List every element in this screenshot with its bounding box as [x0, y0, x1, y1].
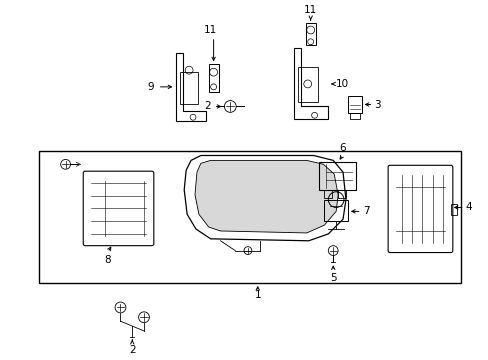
- Polygon shape: [195, 161, 337, 233]
- Text: 2: 2: [129, 345, 135, 355]
- Bar: [349, 113, 359, 119]
- Text: 8: 8: [104, 255, 111, 265]
- Text: 10: 10: [335, 79, 348, 89]
- Text: 6: 6: [339, 143, 346, 153]
- Text: 9: 9: [147, 82, 154, 92]
- Bar: [297, 67, 317, 102]
- Bar: [324, 190, 331, 198]
- Bar: [324, 199, 347, 221]
- Text: 7: 7: [362, 206, 368, 216]
- Bar: [450, 203, 456, 215]
- Text: 3: 3: [374, 99, 380, 109]
- Text: 2: 2: [203, 102, 210, 112]
- Bar: [337, 190, 345, 198]
- Text: 11: 11: [203, 25, 217, 35]
- Bar: [347, 96, 361, 113]
- Bar: [318, 162, 355, 190]
- Text: 11: 11: [304, 5, 317, 15]
- Text: 4: 4: [465, 202, 471, 212]
- Bar: [180, 72, 198, 104]
- Bar: [39, 150, 460, 283]
- Bar: [208, 64, 218, 92]
- Text: 5: 5: [329, 273, 336, 283]
- Bar: [305, 23, 315, 45]
- Text: 1: 1: [254, 290, 261, 300]
